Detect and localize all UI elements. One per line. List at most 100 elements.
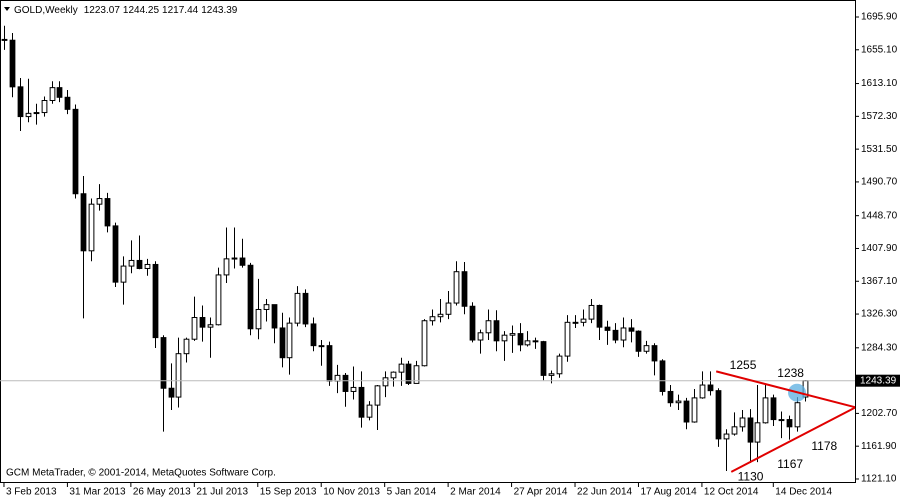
bull-body (556, 355, 563, 375)
bull-body (445, 302, 452, 315)
bear-body (136, 259, 143, 269)
bear-body (199, 317, 206, 328)
bear-body (17, 86, 24, 118)
y-tick-label: 1326.30 (861, 309, 898, 320)
bear-body (747, 417, 754, 443)
bear-body (104, 198, 111, 227)
plot-frame (0, 0, 856, 483)
bull-body (580, 318, 587, 323)
bull-body (318, 345, 325, 348)
bear-body (56, 87, 63, 98)
bull-body (215, 274, 222, 326)
bear-body (612, 329, 619, 341)
bear-body (635, 330, 642, 352)
y-tick-label: 1655.10 (861, 44, 898, 55)
bull-body (25, 112, 32, 118)
bear-body (302, 292, 309, 325)
bear-body (358, 386, 365, 418)
bear-body (326, 345, 333, 382)
bear-body (80, 193, 87, 252)
bull-body (390, 371, 397, 379)
x-tick-label: 10 Nov 2013 (323, 487, 380, 498)
price-box (856, 374, 900, 387)
bear-body (9, 39, 16, 88)
x-tick-label: 17 Aug 2014 (640, 487, 697, 498)
annotation: 1130 (738, 470, 764, 484)
x-tick-label: 3 Feb 2013 (6, 487, 57, 498)
bear-body (770, 397, 777, 421)
y-tick-label: 1531.50 (861, 144, 898, 155)
bear-body (604, 326, 611, 331)
bull-body (699, 384, 706, 399)
bear-body (1, 38, 8, 41)
bull-body (794, 402, 801, 428)
trendline (715, 370, 856, 409)
bull-body (96, 198, 103, 205)
bull-body (675, 400, 682, 404)
header: GOLD,Weekly 1223.07 1244.25 1217.44 1243.39 (14, 5, 238, 16)
x-tick-label: 2 Mar 2014 (450, 487, 501, 498)
bull-body (429, 316, 436, 322)
bull-body (477, 332, 484, 341)
bear-body (112, 225, 119, 283)
high: 1244.25 (123, 5, 160, 16)
bear-body (271, 304, 278, 329)
x-tick-label: 14 Dec 2014 (775, 487, 832, 498)
bull-body (49, 87, 56, 102)
bull-body (564, 321, 571, 357)
bear-body (310, 323, 317, 347)
x-tick-label: 12 Oct 2014 (704, 487, 759, 498)
close: 1243.39 (201, 5, 238, 16)
bear-body (683, 400, 690, 423)
annotation: 1255 (730, 358, 757, 372)
x-tick-label: 31 Mar 2013 (69, 487, 126, 498)
plot (0, 25, 855, 472)
symbol: GOLD,Weekly (14, 5, 78, 16)
bear-body (517, 333, 524, 346)
bull-body (485, 320, 492, 334)
bear-body (279, 327, 286, 359)
bull-body (509, 333, 516, 336)
bear-body (152, 263, 159, 339)
y-tick-label: 1284.30 (861, 342, 898, 353)
y-tick-label: 1202.70 (861, 408, 898, 419)
y-tick-label: 1613.10 (861, 78, 898, 89)
bull-body (643, 345, 650, 352)
bull-body (398, 363, 405, 373)
bear-body (247, 264, 254, 330)
bull-body (223, 258, 230, 276)
open: 1223.07 (84, 5, 121, 16)
y-tick-label: 1572.30 (861, 111, 898, 122)
bull-body (88, 203, 95, 252)
bull-body (120, 265, 127, 283)
bull-body (778, 419, 785, 422)
y-tick-label: 1407.90 (861, 243, 898, 254)
bull-body (191, 317, 198, 340)
bear-body (659, 360, 666, 392)
bull-body (33, 112, 40, 115)
annotation: 1167 (777, 457, 803, 471)
bear-body (540, 341, 547, 376)
bear-body (707, 384, 714, 392)
footer: GCM MetaTrader, © 2001-2014, MetaQuotes … (6, 468, 276, 479)
x-tick-label: 27 Apr 2014 (514, 487, 568, 498)
trendline (730, 406, 856, 473)
x-tick-label: 21 Jul 2013 (196, 487, 248, 498)
bull-body (366, 404, 373, 418)
bull-body (501, 334, 508, 342)
annotation: 1238 (777, 366, 804, 380)
bull-body (334, 374, 341, 382)
bull-body (548, 373, 555, 376)
bull-body (294, 292, 301, 324)
bull-body (255, 308, 262, 330)
bull-body (723, 433, 730, 440)
bull-body (231, 257, 238, 260)
x-tick-label: 15 Sep 2013 (260, 487, 317, 498)
menu-arrow[interactable] (4, 7, 10, 11)
bear-body (786, 419, 793, 428)
bull-body (691, 397, 698, 423)
bull-body (175, 353, 182, 398)
bull-body (41, 100, 48, 114)
